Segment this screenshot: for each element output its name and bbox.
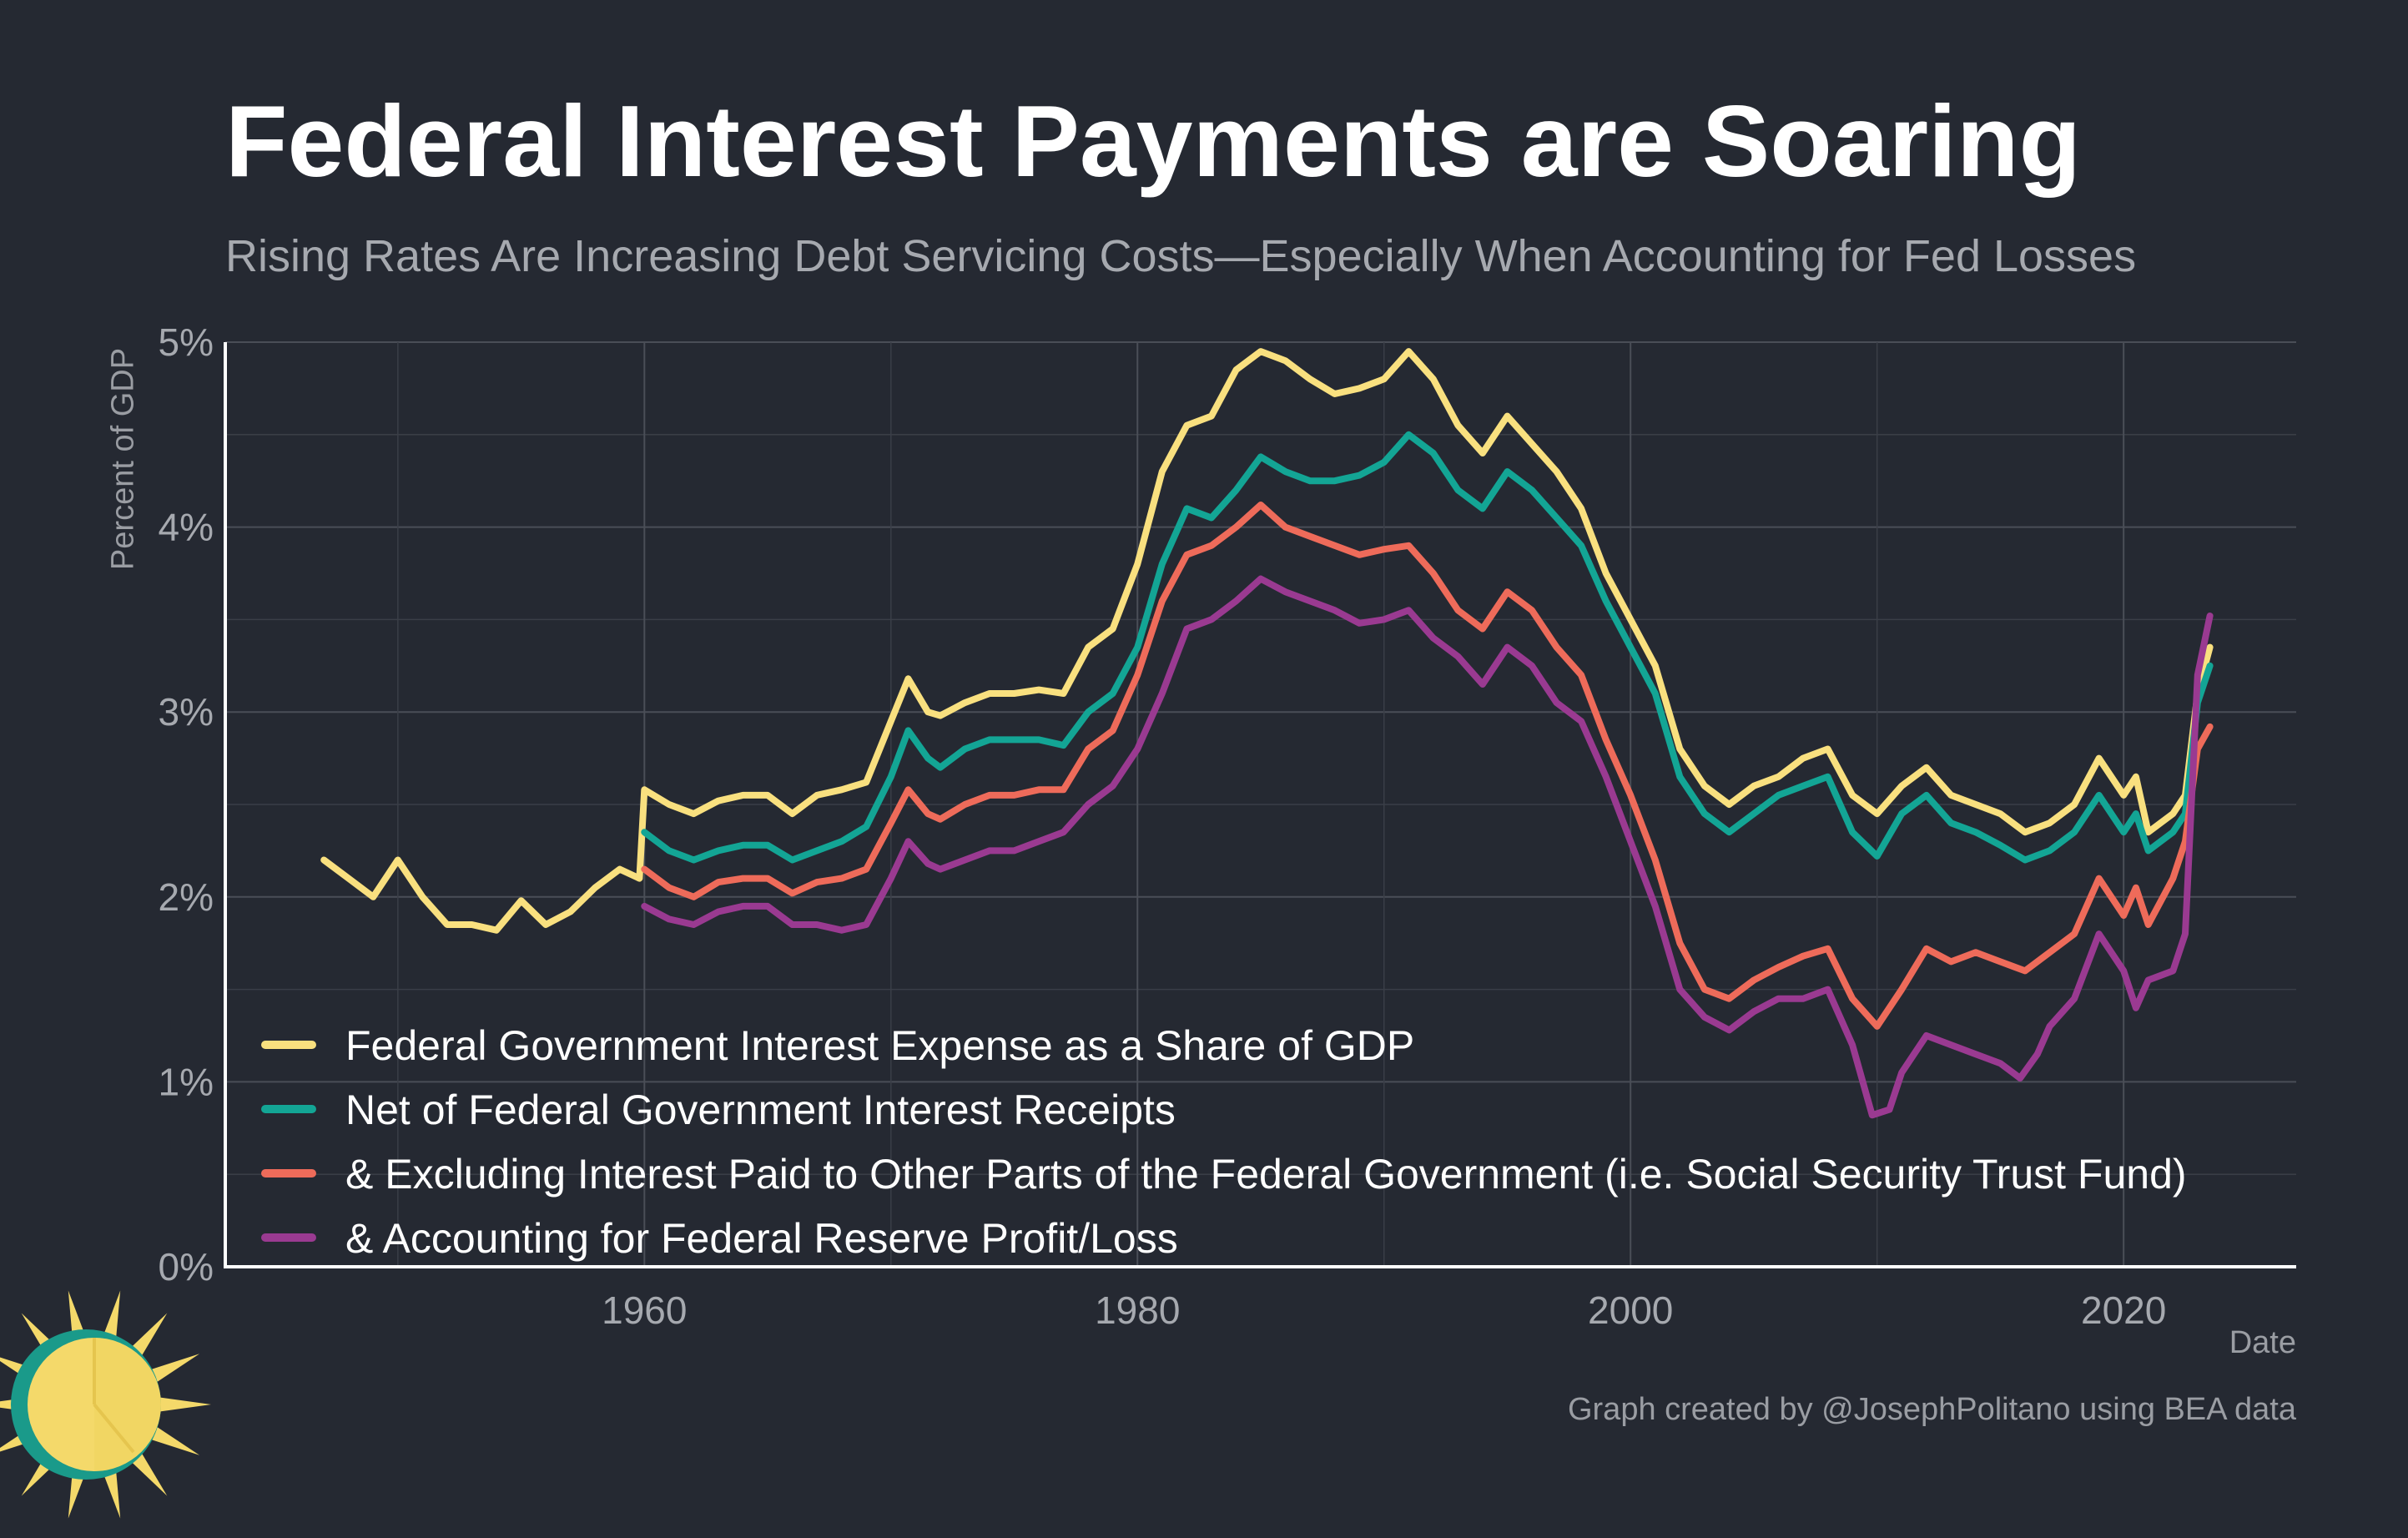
x-tick-label: 2000 [1588, 1288, 1673, 1332]
x-tick-label: 1980 [1095, 1288, 1180, 1332]
series-line-4 [641, 575, 2214, 1119]
series-line-3 [641, 502, 2214, 1030]
axes [224, 342, 2296, 1268]
y-tick-label: 4% [159, 506, 214, 549]
x-tick-label: 2020 [2081, 1288, 2166, 1332]
legend-label: & Excluding Interest Paid to Other Parts… [345, 1151, 2187, 1198]
y-tick-label: 5% [159, 320, 214, 364]
y-tick-label: 3% [159, 690, 214, 734]
legend: Federal Government Interest Expense as a… [261, 1022, 2187, 1262]
page-subtitle: Rising Rates Are Increasing Debt Servici… [225, 231, 2137, 281]
y-tick-label: 0% [159, 1245, 214, 1288]
legend-label: Net of Federal Government Interest Recei… [345, 1087, 1176, 1133]
series-line-2 [641, 431, 2214, 864]
legend-label: & Accounting for Federal Reserve Profit/… [345, 1215, 1178, 1262]
sun-logo-icon [0, 1290, 211, 1519]
y-tick-label: 1% [159, 1060, 214, 1103]
legend-label: Federal Government Interest Expense as a… [345, 1022, 1414, 1069]
source-credit: Graph created by @JosephPolitano using B… [1567, 1392, 2296, 1427]
series-lines [320, 348, 2214, 1119]
x-tick-label: 1960 [602, 1288, 687, 1332]
page-title: Federal Interest Payments are Soaring [225, 84, 2081, 198]
x-axis-label: Date [2229, 1325, 2296, 1360]
y-tick-label: 2% [159, 875, 214, 919]
series-line-1 [320, 348, 2214, 934]
tick-labels: 0% 1% 2% 3% 4% 5% 1960 1980 2000 2020 [159, 320, 2167, 1332]
